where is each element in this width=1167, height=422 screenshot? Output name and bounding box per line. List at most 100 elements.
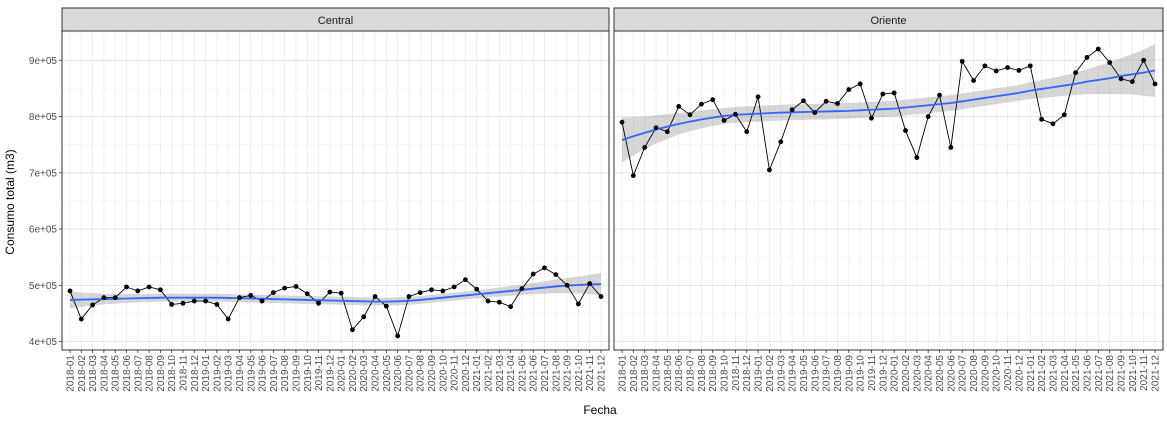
data-point (1095, 46, 1101, 52)
x-tick-label: 2018-07 (686, 355, 697, 392)
data-point (496, 299, 502, 305)
data-point (338, 290, 344, 296)
data-point (78, 316, 84, 322)
x-tick-label: 2019-03 (224, 355, 235, 392)
x-tick-label: 2018-06 (122, 355, 133, 392)
y-tick-label: 8e+05 (29, 112, 58, 123)
data-point (1039, 116, 1044, 122)
data-point (248, 293, 254, 298)
x-tick-label: 2021-07 (1094, 355, 1105, 392)
x-tick-label: 2019-05 (799, 355, 810, 392)
x-tick-label: 2020-03 (359, 355, 370, 392)
x-tick-label: 2021-03 (1048, 355, 1059, 392)
data-point (959, 58, 965, 64)
data-point (1107, 60, 1113, 65)
x-axis-title: Fecha (583, 403, 617, 417)
confidence-band (70, 272, 601, 309)
data-point (508, 304, 514, 310)
data-point (812, 110, 818, 115)
gridlines (614, 31, 1163, 350)
x-tick-label: 2018-05 (663, 355, 674, 392)
x-tick-label: 2019-06 (258, 355, 269, 392)
x-tick-label: 2018-11 (178, 355, 189, 391)
x-tick-label: 2021-12 (597, 355, 608, 392)
data-point (1027, 63, 1033, 69)
data-point (90, 302, 95, 308)
x-tick-label: 2019-01 (754, 355, 765, 392)
data-point (664, 129, 670, 135)
data-point (327, 289, 333, 295)
data-point (598, 294, 604, 299)
x-tick-label: 2018-11 (731, 355, 742, 391)
data-point (67, 288, 73, 294)
y-tick-label: 9e+05 (29, 56, 58, 67)
data-point (485, 298, 491, 304)
data-point (642, 145, 648, 150)
confidence-band (622, 43, 1155, 163)
data-point (101, 295, 107, 301)
x-tick-label: 2020-04 (371, 355, 382, 392)
data-point (564, 282, 570, 288)
data-point (1005, 65, 1010, 70)
x-tick-label: 2018-03 (88, 355, 99, 392)
x-tick-label: 2018-09 (708, 355, 719, 392)
y-tick-label: 4e+05 (29, 337, 58, 348)
data-point (1061, 112, 1067, 118)
x-tick-label: 2019-04 (788, 355, 799, 392)
x-tick-label: 2020-08 (416, 355, 427, 392)
data-point (630, 173, 636, 178)
data-point (429, 287, 434, 293)
x-tick-label: 2020-09 (427, 355, 438, 392)
data-point (451, 284, 457, 290)
data-point (191, 298, 197, 304)
data-point (417, 290, 423, 296)
data-point (698, 101, 704, 107)
data-point (914, 155, 920, 160)
data-point (406, 294, 412, 299)
x-tick-label: 2021-01 (1026, 355, 1037, 392)
data-point (157, 287, 163, 293)
x-tick-label: 2019-02 (765, 355, 776, 392)
x-tick-label: 2019-05 (246, 355, 257, 392)
x-tick-label: 2021-04 (1060, 355, 1071, 392)
x-tick-label: 2020-05 (382, 355, 393, 392)
data-point (383, 303, 389, 309)
plot-background (62, 31, 609, 350)
x-tick-label: 2019-07 (822, 355, 833, 392)
x-tick-label: 2020-04 (924, 355, 935, 392)
x-tick-label: 2021-10 (574, 355, 585, 392)
data-point (180, 300, 186, 306)
data-point (1118, 76, 1124, 82)
x-tick-label: 2021-06 (1082, 355, 1093, 392)
data-point (880, 91, 886, 97)
data-point (710, 97, 716, 103)
x-tick-label: 2019-03 (776, 355, 787, 392)
y-tick-label: 5e+05 (29, 281, 58, 292)
trend-line (69, 283, 602, 303)
x-tick-label: 2021-02 (1037, 355, 1048, 392)
x-tick-label: 2018-03 (640, 355, 651, 392)
data-point (214, 302, 220, 307)
data-point (350, 327, 355, 333)
x-tick-label: 2021-12 (1151, 355, 1162, 392)
x-tick-label: 2020-07 (404, 355, 415, 392)
x-tick-label: 2021-08 (1105, 355, 1116, 392)
data-point (1129, 79, 1135, 85)
data-point (282, 285, 288, 291)
x-tick-label: 2019-04 (235, 355, 246, 392)
x-tick-label: 2018-02 (77, 355, 88, 392)
x-tick-label: 2020-09 (980, 355, 991, 392)
facet-strip-label: Oriente (870, 15, 906, 27)
data-point (361, 314, 367, 320)
x-tick-label: 2020-08 (969, 355, 980, 392)
x-tick-label: 2018-10 (720, 355, 731, 392)
x-tick-label: 2020-01 (890, 355, 901, 392)
data-point (270, 290, 276, 296)
data-point (553, 272, 559, 278)
x-tick-label: 2018-05 (111, 355, 122, 392)
data-point (237, 295, 242, 301)
x-tick-label: 2018-01 (66, 355, 77, 392)
x-tick-label: 2021-05 (1071, 355, 1082, 392)
data-point (619, 119, 625, 125)
